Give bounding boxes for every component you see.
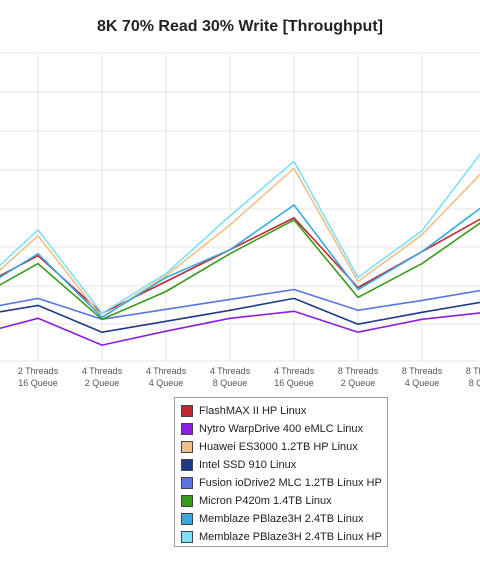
x-tick-label: 4 Queue [405,378,440,388]
legend-swatch [181,531,193,543]
legend-label: FlashMAX II HP Linux [199,405,307,417]
legend-item: Intel SSD 910 Linux [181,456,387,474]
x-tick-label: 8 Queue [213,378,248,388]
legend-item: Nytro WarpDrive 400 eMLC Linux [181,420,387,438]
x-tick-label: 8 Threads [466,366,480,376]
legend-swatch [181,495,193,507]
series-line-fusion-iodrive2-mlc-1-2tb-linux-hp [0,288,480,321]
legend-item: Memblaze PBlaze3H 2.4TB Linux [181,510,387,528]
legend-swatch [181,513,193,525]
legend-label: Fusion ioDrive2 MLC 1.2TB Linux HP [199,477,382,489]
series-line-micron-p420m-1-4tb-linux [0,219,480,321]
series-line-nytro-warpdrive-400-emlc-linux [0,310,480,346]
legend-swatch [181,441,193,453]
legend-label: Micron P420m 1.4TB Linux [199,495,332,507]
x-tick-label: 2 Queue [85,378,120,388]
x-tick-label: 4 Threads [82,366,123,376]
x-tick-label: 2 Threads [18,366,59,376]
series-line-memblaze-pblaze3h-2-4tb-linux [0,204,480,319]
x-tick-label: 4 Threads [210,366,251,376]
series-line-intel-ssd-910-linux [0,297,480,334]
x-tick-label: 4 Threads [274,366,315,376]
x-tick-label: 4 Queue [149,378,184,388]
series-line-flashmax-ii-hp-linux [0,217,480,315]
x-tick-label: 8 Threads [338,366,379,376]
legend-item: Huawei ES3000 1.2TB HP Linux [181,438,387,456]
legend-label: Intel SSD 910 Linux [199,459,297,471]
x-tick-label: 8 Queue [469,378,480,388]
chart-legend: FlashMAX II HP Linux Nytro WarpDrive 400 … [174,397,388,547]
series-lines [0,152,480,346]
legend-swatch [181,477,193,489]
legend-label: Memblaze PBlaze3H 2.4TB Linux [199,513,364,525]
x-tick-label: 2 Queue [341,378,376,388]
legend-item: Micron P420m 1.4TB Linux [181,492,387,510]
legend-label: Huawei ES3000 1.2TB HP Linux [199,441,358,453]
series-line-huawei-es3000-1-2tb-hp-linux [0,167,480,319]
legend-label: Nytro WarpDrive 400 eMLC Linux [199,423,364,435]
legend-item: Fusion ioDrive2 MLC 1.2TB Linux HP [181,474,387,492]
chart-title: 8K 70% Read 30% Write [Throughput] [97,18,383,35]
x-tick-label: 8 Threads [402,366,443,376]
x-tick-label: 4 Threads [146,366,187,376]
legend-label: Memblaze PBlaze3H 2.4TB Linux HP [199,531,382,543]
legend-item: Memblaze PBlaze3H 2.4TB Linux HP [181,528,387,546]
x-tick-label: 16 Queue [18,378,58,388]
legend-swatch [181,423,193,435]
legend-swatch [181,459,193,471]
x-tick-label: 16 Queue [274,378,314,388]
series-line-memblaze-pblaze3h-2-4tb-linux-hp [0,152,480,315]
legend-swatch [181,405,193,417]
legend-item: FlashMAX II HP Linux [181,402,387,420]
